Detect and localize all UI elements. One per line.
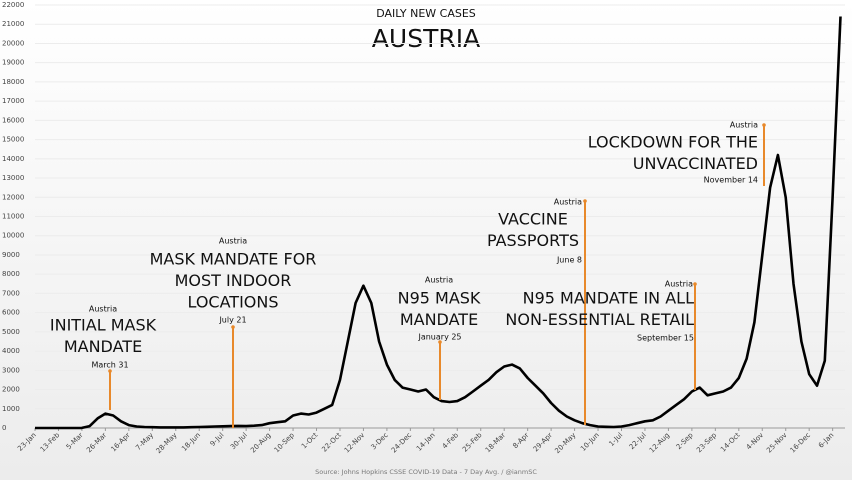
y-tick-label: 7000 (2, 289, 20, 297)
annotation-source: Austria (554, 198, 582, 207)
annotation-text: PASSPORTS (487, 231, 579, 250)
annotation-source: Austria (665, 280, 693, 289)
annotation-source: Austria (425, 276, 453, 285)
annotation-dot (693, 282, 697, 286)
annotation-text: LOCATIONS (187, 293, 278, 312)
y-tick-label: 8000 (2, 270, 20, 278)
annotation-dot (762, 123, 766, 127)
annotation-dot (231, 325, 235, 329)
y-tick-label: 15000 (2, 136, 24, 144)
annotation-text: MANDATE (64, 337, 142, 356)
annotation-date: September 15 (637, 334, 694, 343)
chart-title: DAILY NEW CASES (376, 7, 476, 20)
y-tick-label: 21000 (2, 20, 24, 28)
y-tick-label: 20000 (2, 39, 24, 47)
y-tick-label: 2000 (2, 386, 20, 394)
annotation-text: N95 MASK (398, 289, 481, 308)
annotation-date: June 8 (556, 256, 582, 265)
annotation-date: November 14 (704, 176, 758, 185)
y-tick-label: 19000 (2, 59, 24, 67)
y-tick-label: 16000 (2, 116, 24, 124)
annotation-date: March 31 (91, 361, 128, 370)
y-tick-label: 3000 (2, 366, 20, 374)
y-tick-label: 10000 (2, 232, 24, 240)
y-tick-label: 0 (2, 424, 6, 432)
y-tick-label: 18000 (2, 78, 24, 86)
annotation-text: VACCINE (498, 210, 568, 229)
annotation-text: MANDATE (400, 310, 478, 329)
annotation-text: MASK MANDATE FOR (150, 250, 317, 269)
annotation-text: INITIAL MASK (50, 316, 157, 335)
annotation-text: NON-ESSENTIAL RETAIL (505, 310, 694, 329)
annotation-source: Austria (730, 121, 758, 130)
y-tick-label: 1000 (2, 405, 20, 413)
annotation-source: Austria (219, 237, 247, 246)
annotation-text: UNVACCINATED (633, 154, 758, 173)
series-line (35, 16, 842, 430)
chart-subtitle: AUSTRIA (372, 24, 480, 53)
y-tick-label: 5000 (2, 328, 20, 336)
annotation-text: MOST INDOOR (175, 271, 292, 290)
annotation-text: LOCKDOWN FOR THE (588, 133, 758, 152)
annotation-dot (438, 340, 442, 344)
annotation-date: January 25 (417, 333, 461, 342)
source-note: Source: Johns Hopkins CSSE COVID-19 Data… (315, 468, 537, 476)
y-tick-label: 13000 (2, 174, 24, 182)
annotation-dot (583, 199, 587, 203)
y-tick-label: 12000 (2, 193, 24, 201)
y-tick-label: 9000 (2, 251, 20, 259)
annotation-text: N95 MANDATE IN ALL (523, 289, 694, 308)
y-tick-label: 11000 (2, 213, 24, 221)
annotation-source: Austria (89, 305, 117, 314)
y-tick-label: 17000 (2, 97, 24, 105)
y-tick-label: 14000 (2, 155, 24, 163)
annotation-date: July 21 (218, 316, 246, 325)
y-tick-label: 6000 (2, 309, 20, 317)
y-tick-label: 4000 (2, 347, 20, 355)
annotation-dot (108, 369, 112, 373)
y-tick-label: 22000 (2, 1, 24, 9)
